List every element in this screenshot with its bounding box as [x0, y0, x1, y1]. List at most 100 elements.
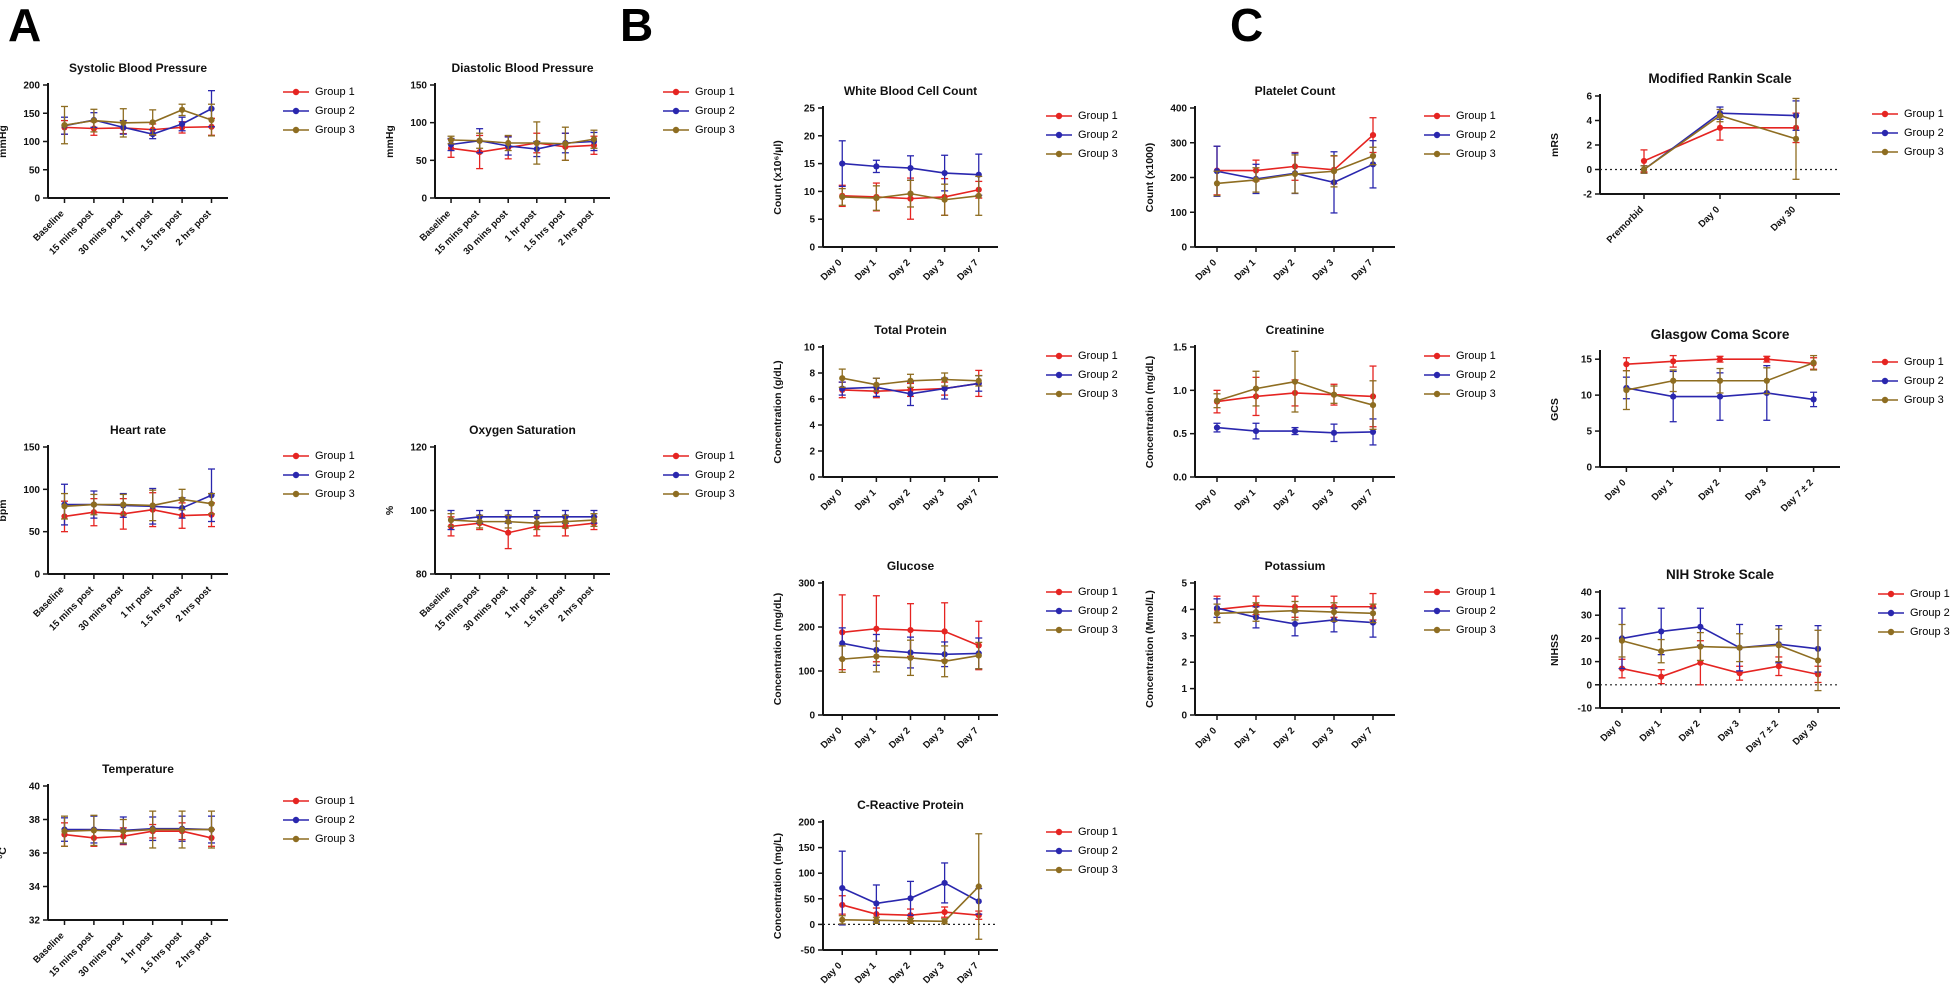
legend-label: Group 2 [695, 469, 735, 481]
legend-item-group-3: Group 3 [1046, 148, 1118, 160]
panel-label-c: C [1230, 0, 1264, 51]
legend: Group 1 Group 2 Group 3 [283, 795, 355, 845]
legend-swatch-icon [663, 126, 689, 134]
chart-diastolic-bp: Diastolic Blood Pressure 0 50 100 150 Baselin… [377, 55, 624, 285]
legend-item-group-1: Group 1 [1046, 110, 1118, 122]
data-point-marker [1716, 393, 1724, 400]
series-line [64, 498, 212, 508]
data-point-marker [1792, 135, 1800, 142]
y-tick-label: 15 [1581, 355, 1593, 366]
y-tick-label: 100 [798, 869, 815, 880]
legend: Group 1 Group 2 Group 3 [1872, 108, 1944, 158]
group-1-series [1618, 640, 1822, 686]
x-tick-label: Day 2 [887, 725, 913, 751]
y-tick-label: 6 [1586, 92, 1592, 103]
data-point-marker [941, 385, 948, 392]
data-point-marker [179, 106, 186, 113]
legend-swatch-icon [1046, 866, 1072, 874]
legend-label: Group 1 [695, 450, 735, 462]
x-tick-label: Day 2 [1271, 257, 1297, 283]
legend-item-group-3: Group 3 [1872, 146, 1944, 158]
chart-wbc: White Blood Cell Count 0 5 10 15 20 25 Day 0 Day… [765, 78, 1012, 334]
legend-swatch-icon [1046, 131, 1072, 139]
y-tick-label: -10 [1578, 704, 1593, 715]
legend-swatch-icon [663, 107, 689, 115]
y-axis-label: % [384, 505, 396, 515]
x-tick-label: Day 7 ± 2 [1744, 718, 1781, 755]
legend-swatch-icon [1872, 110, 1898, 118]
chart-heart-rate: Heart rate 0 50 100 150 Baseline 15 mins post 3… [0, 417, 242, 661]
y-tick-label: 0 [809, 920, 815, 931]
legend-label: Group 1 [1904, 356, 1944, 368]
legend-label: Group 2 [1078, 369, 1118, 381]
legend-label: Group 1 [1078, 826, 1118, 838]
group-3-series [61, 488, 215, 522]
data-point-marker [590, 136, 598, 143]
x-tick-label: Day 2 [1696, 477, 1722, 503]
chart-platelet: Platelet Count 0 100 200 300 400 Day 0 Day 1 Day… [1137, 78, 1409, 334]
legend-label: Group 2 [1904, 127, 1944, 139]
legend-label: Group 1 [695, 86, 735, 98]
legend-swatch-icon [1046, 371, 1072, 379]
legend-label: Group 2 [315, 105, 355, 117]
legend-item-group-3: Group 3 [1878, 626, 1950, 638]
y-tick-label: 100 [1170, 208, 1187, 219]
legend-item-group-3: Group 3 [283, 833, 355, 845]
chart-oxygen-saturation: Oxygen Saturation 80 100 120 Baseline 15 mins… [377, 417, 624, 661]
legend-label: Group 1 [1456, 586, 1496, 598]
chart-title: Glasgow Coma Score [1651, 327, 1790, 342]
legend-swatch-icon [283, 797, 309, 805]
legend-label: Group 1 [315, 450, 355, 462]
data-point-marker [941, 909, 948, 916]
legend-item-group-1: Group 1 [1046, 350, 1118, 362]
x-tick-label: Day 1 [853, 960, 879, 984]
x-tick-label: Day 3 [1716, 718, 1742, 744]
y-axis-label: Concentration (Mmol/L) [1144, 590, 1156, 708]
y-tick-label: 10 [804, 187, 816, 198]
data-point-marker [476, 137, 483, 144]
x-tick-label: Day 30 [1791, 718, 1820, 747]
data-point-marker [149, 502, 156, 509]
data-point-marker [120, 501, 127, 508]
data-point-marker [1814, 657, 1822, 664]
x-tick-label: Day 0 [819, 725, 845, 751]
chart-title: Temperature [102, 762, 174, 776]
series-line [64, 494, 212, 509]
legend-swatch-icon [1878, 628, 1904, 636]
data-point-marker [61, 503, 68, 510]
group-3-series [447, 121, 598, 165]
y-tick-label: 38 [29, 815, 41, 826]
legend-label: Group 3 [695, 488, 735, 500]
legend-item-group-3: Group 3 [1424, 388, 1496, 400]
legend-item-group-2: Group 2 [663, 105, 735, 117]
data-point-marker [1697, 623, 1704, 630]
x-tick-label: Day 3 [921, 725, 947, 751]
data-point-marker [907, 190, 914, 197]
y-axis-label: mmHg [384, 125, 396, 158]
data-point-marker [1252, 427, 1260, 435]
legend-swatch-icon [1046, 352, 1072, 360]
legend-label: Group 3 [1456, 388, 1496, 400]
chart-title: Modified Rankin Scale [1648, 71, 1792, 86]
x-tick-label: Day 1 [1232, 487, 1258, 513]
group-3-series [838, 833, 983, 940]
chart-canvas: Platelet Count 0 100 200 300 400 Day 0 Day 1 Day… [1144, 84, 1395, 283]
chart-canvas: Glasgow Coma Score 0 5 10 15 Day 0 Day 1 Day 2 D… [1549, 327, 1840, 514]
legend-item-group-2: Group 2 [1046, 605, 1118, 617]
legend-label: Group 1 [1078, 110, 1118, 122]
x-tick-label: Day 1 [1232, 725, 1258, 751]
x-tick-label: Day 7 ± 2 [1779, 477, 1816, 514]
x-tick-label: Day 2 [1271, 487, 1297, 513]
group-3-series [1622, 354, 1818, 411]
group-3-series [838, 368, 983, 392]
legend-label: Group 3 [1904, 146, 1944, 158]
x-tick-label: Day 7 [1349, 487, 1375, 513]
legend-swatch-icon [663, 490, 689, 498]
data-point-marker [90, 827, 97, 834]
legend-swatch-icon [1046, 390, 1072, 398]
y-tick-label: 3 [1181, 631, 1187, 642]
legend-item-group-2: Group 2 [1424, 129, 1496, 141]
chart-title: White Blood Cell Count [844, 84, 977, 98]
legend-swatch-icon [283, 107, 309, 115]
